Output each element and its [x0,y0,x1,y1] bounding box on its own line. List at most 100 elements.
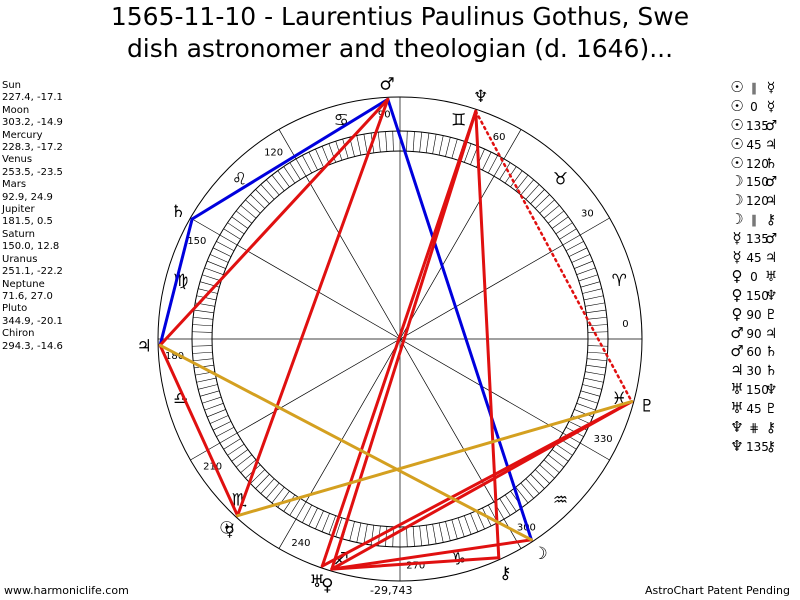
degree-label: 330 [594,434,613,445]
degree-tick [445,521,451,541]
degree-tick [235,454,253,468]
aspect-type: 90 [746,307,762,322]
degree-tick [198,288,218,294]
degree-tick [212,247,232,257]
degree-tick [227,222,245,235]
zodiac-sign-icon: ♌ [232,169,247,189]
aspect-row: ♂ 60 ♄ [728,342,798,361]
degree-tick [308,507,318,527]
degree-tick [302,504,313,523]
position-name: Jupiter [2,204,35,216]
degree-tick [535,194,550,209]
zodiac-sign-icon: ♒ [553,491,568,511]
degree-tick [196,377,217,383]
degree-tick [487,155,498,174]
chart-title-line-2: dish astronomer and theologian (d. 1646)… [126,34,674,63]
degree-tick [555,222,573,235]
degree-tick [231,216,249,229]
degree-tick [302,155,313,174]
degree-label: 210 [203,461,222,472]
patent-notice: AstroChart Patent Pending [644,584,790,597]
degree-tick [223,228,241,240]
website-credit: www.harmoniclife.com [4,584,129,597]
position-coords: 253.5, -23.5 [2,166,63,178]
aspect-type: ∥ [751,81,757,95]
degree-tick [587,351,608,354]
degree-tick [585,302,605,307]
sign-divider [190,217,221,236]
degree-tick [231,449,249,462]
aspect-type: 90 [746,326,762,341]
degree-tick [451,519,458,540]
position-coords: 251.1, -22.2 [2,266,63,278]
aspect-planet-2: ⚷ [765,420,777,437]
degree-tick [207,409,226,418]
degree-tick [547,454,565,468]
degree-tick [406,131,408,152]
degree-tick [574,260,593,269]
aspect-planet-1: ♀ [731,285,743,304]
degree-tick [578,274,598,282]
position-coords: 71.6, 27.0 [2,290,53,302]
position-name: Saturn [2,228,36,240]
degree-tick [271,174,285,192]
degree-tick [587,345,608,347]
planet-glyph-mercury-icon: ☿ [224,521,234,541]
degree-tick [438,522,444,543]
planet-glyph-neptune-icon: ♆ [473,87,488,107]
aspect-planet-2: ☿ [766,80,776,96]
planet-glyph-venus-icon: ♀ [321,575,333,595]
degree-labels: 0306090120150180210240270300330 [165,110,629,572]
position-name: Mars [2,179,27,191]
aspect-planet-1: ☉ [730,134,744,153]
degree-tick [568,247,588,257]
aspect-planet-1: ☉ [730,153,744,172]
aspect-line [190,97,390,221]
degree-tick [328,515,336,535]
degree-tick [582,288,602,294]
degree-tick [266,179,280,196]
degree-tick [240,459,257,473]
degree-tick [445,137,451,157]
degree-tick [192,351,213,354]
degree-tick [530,474,545,489]
zodiac-sign-icon: ♊ [451,111,466,131]
aspect-row: ♀ 0 ♅ [728,267,798,286]
position-name: Venus [2,154,33,166]
aspect-planet-1: ♀ [731,304,743,323]
degree-tick [363,524,368,544]
aspect-row: ♆ 135⚷ [728,437,798,456]
aspect-row: ☽ 120♃ [728,191,798,210]
degree-tick [192,345,213,347]
degree-tick [571,254,591,263]
degree-tick [464,143,472,163]
degree-tick [335,517,343,537]
degree-tick [406,526,408,547]
aspect-lines [158,97,634,571]
planet-glyph-pluto-icon: ♇ [640,397,655,417]
degree-tick [392,131,394,152]
degree-tick [216,426,235,437]
aspect-row: ☽ ∥ ⚷ [728,210,798,229]
degree-tick [370,525,375,546]
planet-glyph-sun-icon: ☉ [219,518,234,538]
degree-tick [535,469,550,484]
planet-glyph-saturn-icon: ♄ [171,202,186,222]
degree-tick [583,295,604,301]
degree-label: 30 [581,209,594,220]
aspect-planet-1: ♂ [730,342,744,361]
aspect-line [236,97,390,518]
aspect-planet-2: ⚷ [765,212,777,229]
degree-tick [565,241,584,252]
planet-glyphs: ☉ ☽ ☿ ♀ ♂ ♃ ♄ ♅ ♆ ♇ ⚷ [136,74,654,595]
aspect-row: ☉ 120♄ [728,154,798,173]
planet-glyph-uranus-icon: ♅ [309,572,324,592]
degree-tick [356,135,362,156]
aspect-planet-2: ♅ [764,268,778,285]
aspect-line [158,343,240,518]
aspect-row: ☉ 0 ☿ [728,97,798,116]
degree-tick [204,267,224,275]
degree-tick [525,478,540,494]
degree-tick [209,415,229,424]
sign-divider [503,518,522,549]
